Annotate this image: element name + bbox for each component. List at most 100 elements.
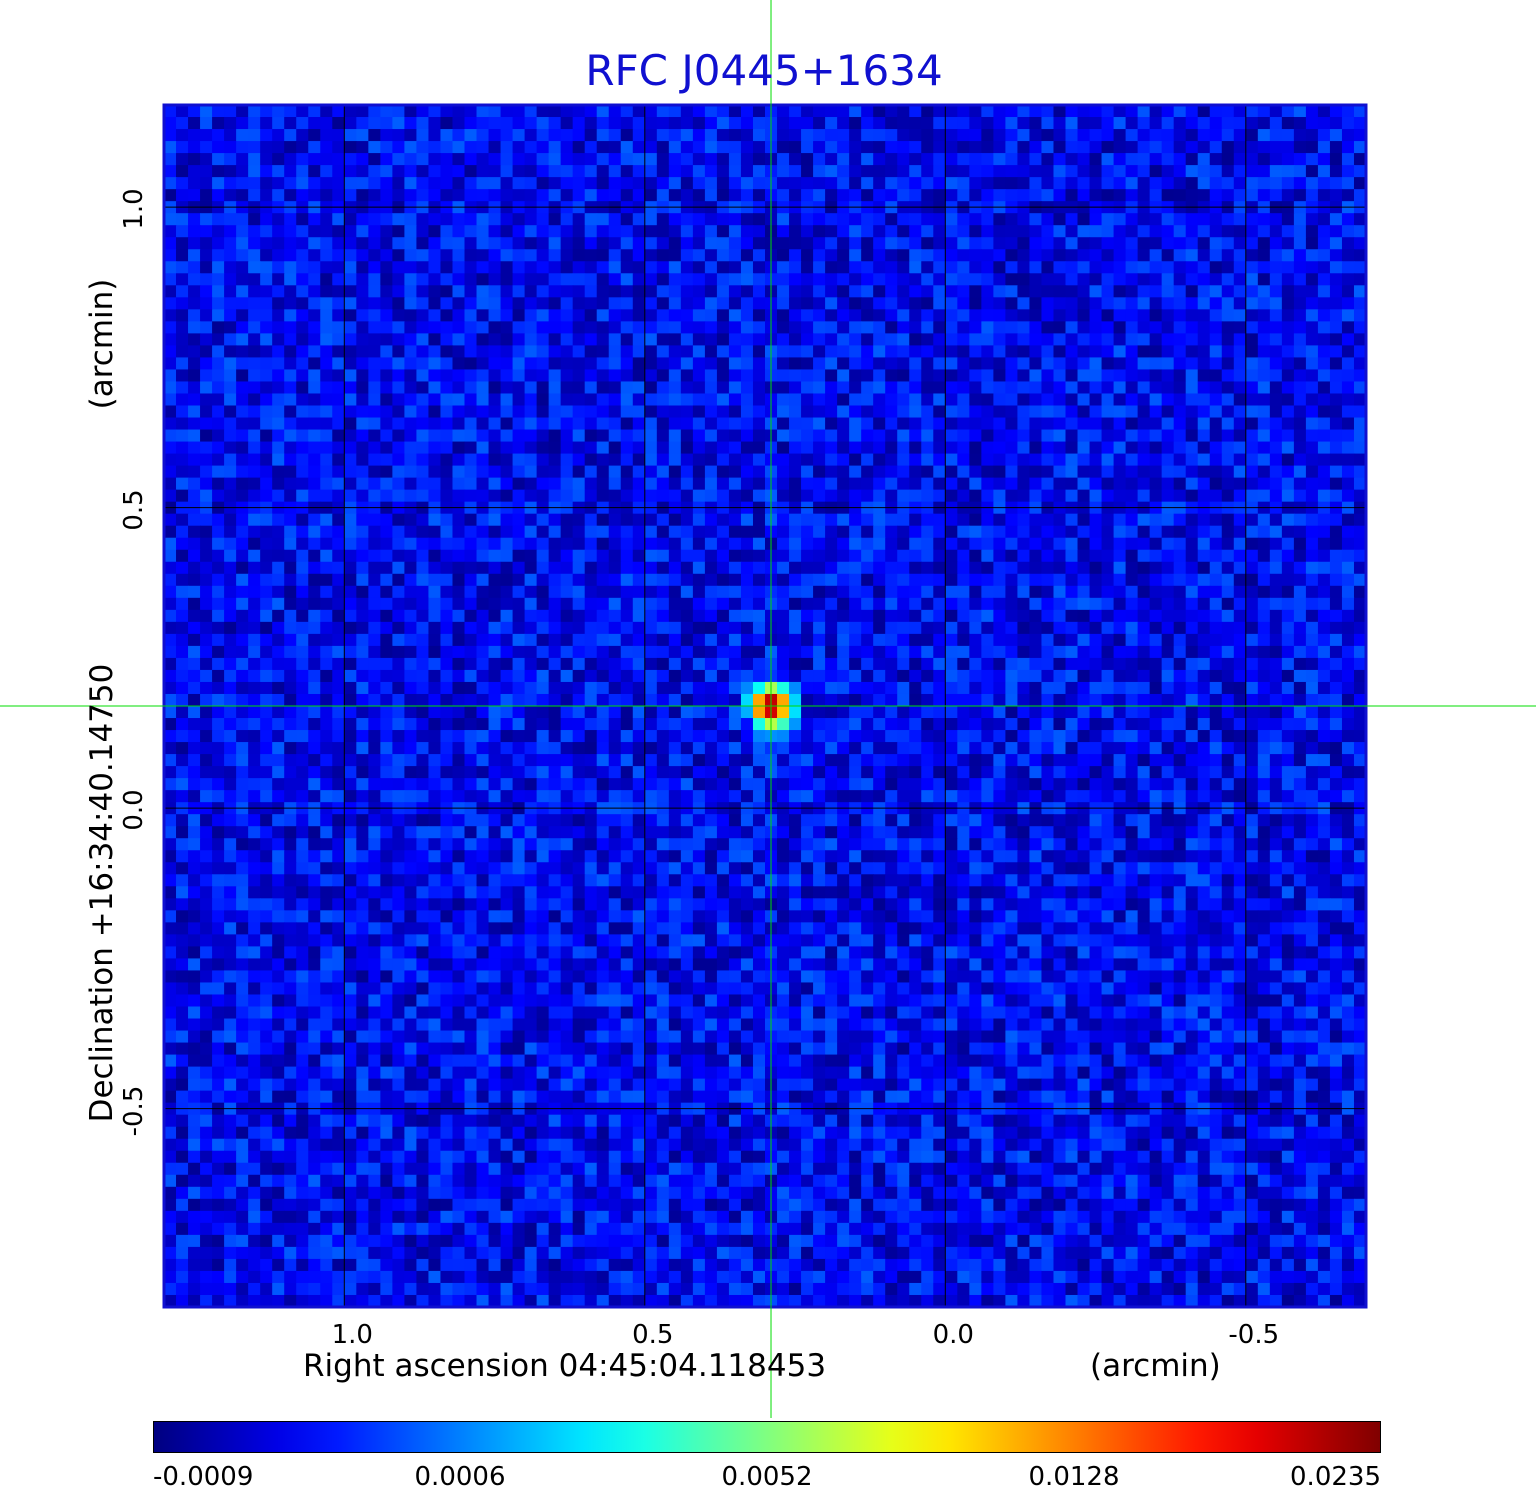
heatmap-cell (981, 405, 994, 419)
heatmap-cell (1029, 645, 1043, 659)
heatmap-cell (344, 429, 357, 443)
heatmap-cell (1077, 177, 1091, 190)
heatmap-cell (308, 225, 321, 238)
heatmap-cell (957, 441, 970, 455)
heatmap-cell (1329, 285, 1343, 298)
heatmap-cell (260, 513, 273, 527)
heatmap-cell (933, 405, 946, 419)
heatmap-cell (993, 237, 1006, 250)
heatmap-cell (440, 333, 454, 346)
heatmap-cell (1185, 129, 1199, 142)
heatmap-cell (825, 153, 838, 166)
heatmap-cell (837, 429, 850, 443)
heatmap-cell (236, 465, 249, 479)
heatmap-cell (524, 117, 538, 130)
heatmap-cell (1017, 645, 1031, 659)
heatmap-cell (188, 285, 201, 298)
heatmap-cell (801, 621, 814, 635)
heatmap-cell (740, 153, 754, 166)
heatmap-cell (608, 105, 622, 118)
heatmap-cell (1305, 513, 1319, 527)
heatmap-cell (536, 261, 550, 274)
heatmap-cell (849, 285, 862, 298)
heatmap-cell (380, 165, 393, 178)
heatmap-cell (813, 321, 826, 334)
heatmap-cell (272, 273, 285, 286)
heatmap-cell (957, 273, 970, 286)
heatmap-cell (897, 177, 910, 190)
heatmap-cell (668, 669, 682, 683)
heatmap-cell (993, 405, 1006, 419)
heatmap-cell (1269, 573, 1283, 587)
heatmap-cell (1089, 333, 1103, 346)
heatmap-cell (1005, 273, 1019, 286)
heatmap-cell (1305, 621, 1319, 635)
heatmap-cell (969, 489, 982, 503)
heatmap-cell (1173, 237, 1187, 250)
heatmap-cell (476, 141, 490, 154)
heatmap-cell (740, 105, 754, 118)
heatmap-cell (656, 393, 670, 407)
heatmap-cell (620, 621, 634, 635)
heatmap-cell (825, 621, 838, 635)
heatmap-cell (921, 669, 934, 683)
heatmap-cell (632, 225, 646, 238)
heatmap-cell (1005, 645, 1019, 659)
heatmap-cell (308, 117, 321, 130)
heatmap-cell (1077, 189, 1091, 202)
heatmap-cell (873, 129, 886, 142)
heatmap-cell (296, 321, 309, 334)
heatmap-cell (777, 165, 790, 178)
heatmap-cell (1305, 669, 1319, 683)
heatmap-cell (981, 525, 994, 539)
heatmap-cell (176, 357, 189, 371)
heatmap-cell (1041, 249, 1055, 262)
heatmap-cell (344, 381, 357, 395)
heatmap-cell (608, 525, 622, 539)
heatmap-cell (200, 261, 213, 274)
heatmap-cell (1185, 321, 1199, 334)
heatmap-cell (428, 261, 442, 274)
heatmap-cell (1269, 165, 1283, 178)
heatmap-cell (849, 165, 862, 178)
heatmap-cell (248, 105, 261, 118)
heatmap-cell (1245, 453, 1259, 467)
heatmap-cell (837, 357, 850, 371)
heatmap-cell (428, 141, 442, 154)
heatmap-cell (200, 525, 213, 539)
heatmap-cell (524, 441, 538, 455)
heatmap-cell (224, 645, 237, 659)
heatmap-cell (332, 537, 345, 551)
heatmap-cell (344, 669, 357, 683)
heatmap-cell (1245, 261, 1259, 274)
heatmap-cell (1173, 321, 1187, 334)
heatmap-cell (1305, 417, 1319, 431)
heatmap-cell (825, 645, 838, 659)
heatmap-cell (1293, 441, 1307, 455)
heatmap-cell (332, 261, 345, 274)
heatmap-cell (608, 465, 622, 479)
heatmap-cell (596, 621, 610, 635)
heatmap-cell (500, 345, 514, 359)
heatmap-cell (488, 429, 502, 443)
heatmap-cell (1197, 189, 1211, 202)
heatmap-cell (188, 525, 201, 539)
heatmap-cell (248, 645, 261, 659)
heatmap-cell (909, 477, 922, 491)
heatmap-cell (945, 369, 958, 383)
heatmap-cell (909, 273, 922, 286)
heatmap-cell (1293, 393, 1307, 407)
heatmap-cell (704, 489, 718, 503)
heatmap-cell (813, 621, 826, 635)
heatmap-cell (248, 405, 261, 419)
heatmap-cell (1137, 333, 1151, 346)
heatmap-cell (284, 681, 297, 695)
heatmap-cell (488, 669, 502, 683)
heatmap-cell (1029, 429, 1043, 443)
heatmap-cell (969, 657, 982, 671)
heatmap-cell (440, 681, 454, 695)
heatmap-cell (536, 105, 550, 118)
heatmap-cell (1137, 489, 1151, 503)
heatmap-cell (837, 609, 850, 623)
heatmap-cell (969, 249, 982, 262)
